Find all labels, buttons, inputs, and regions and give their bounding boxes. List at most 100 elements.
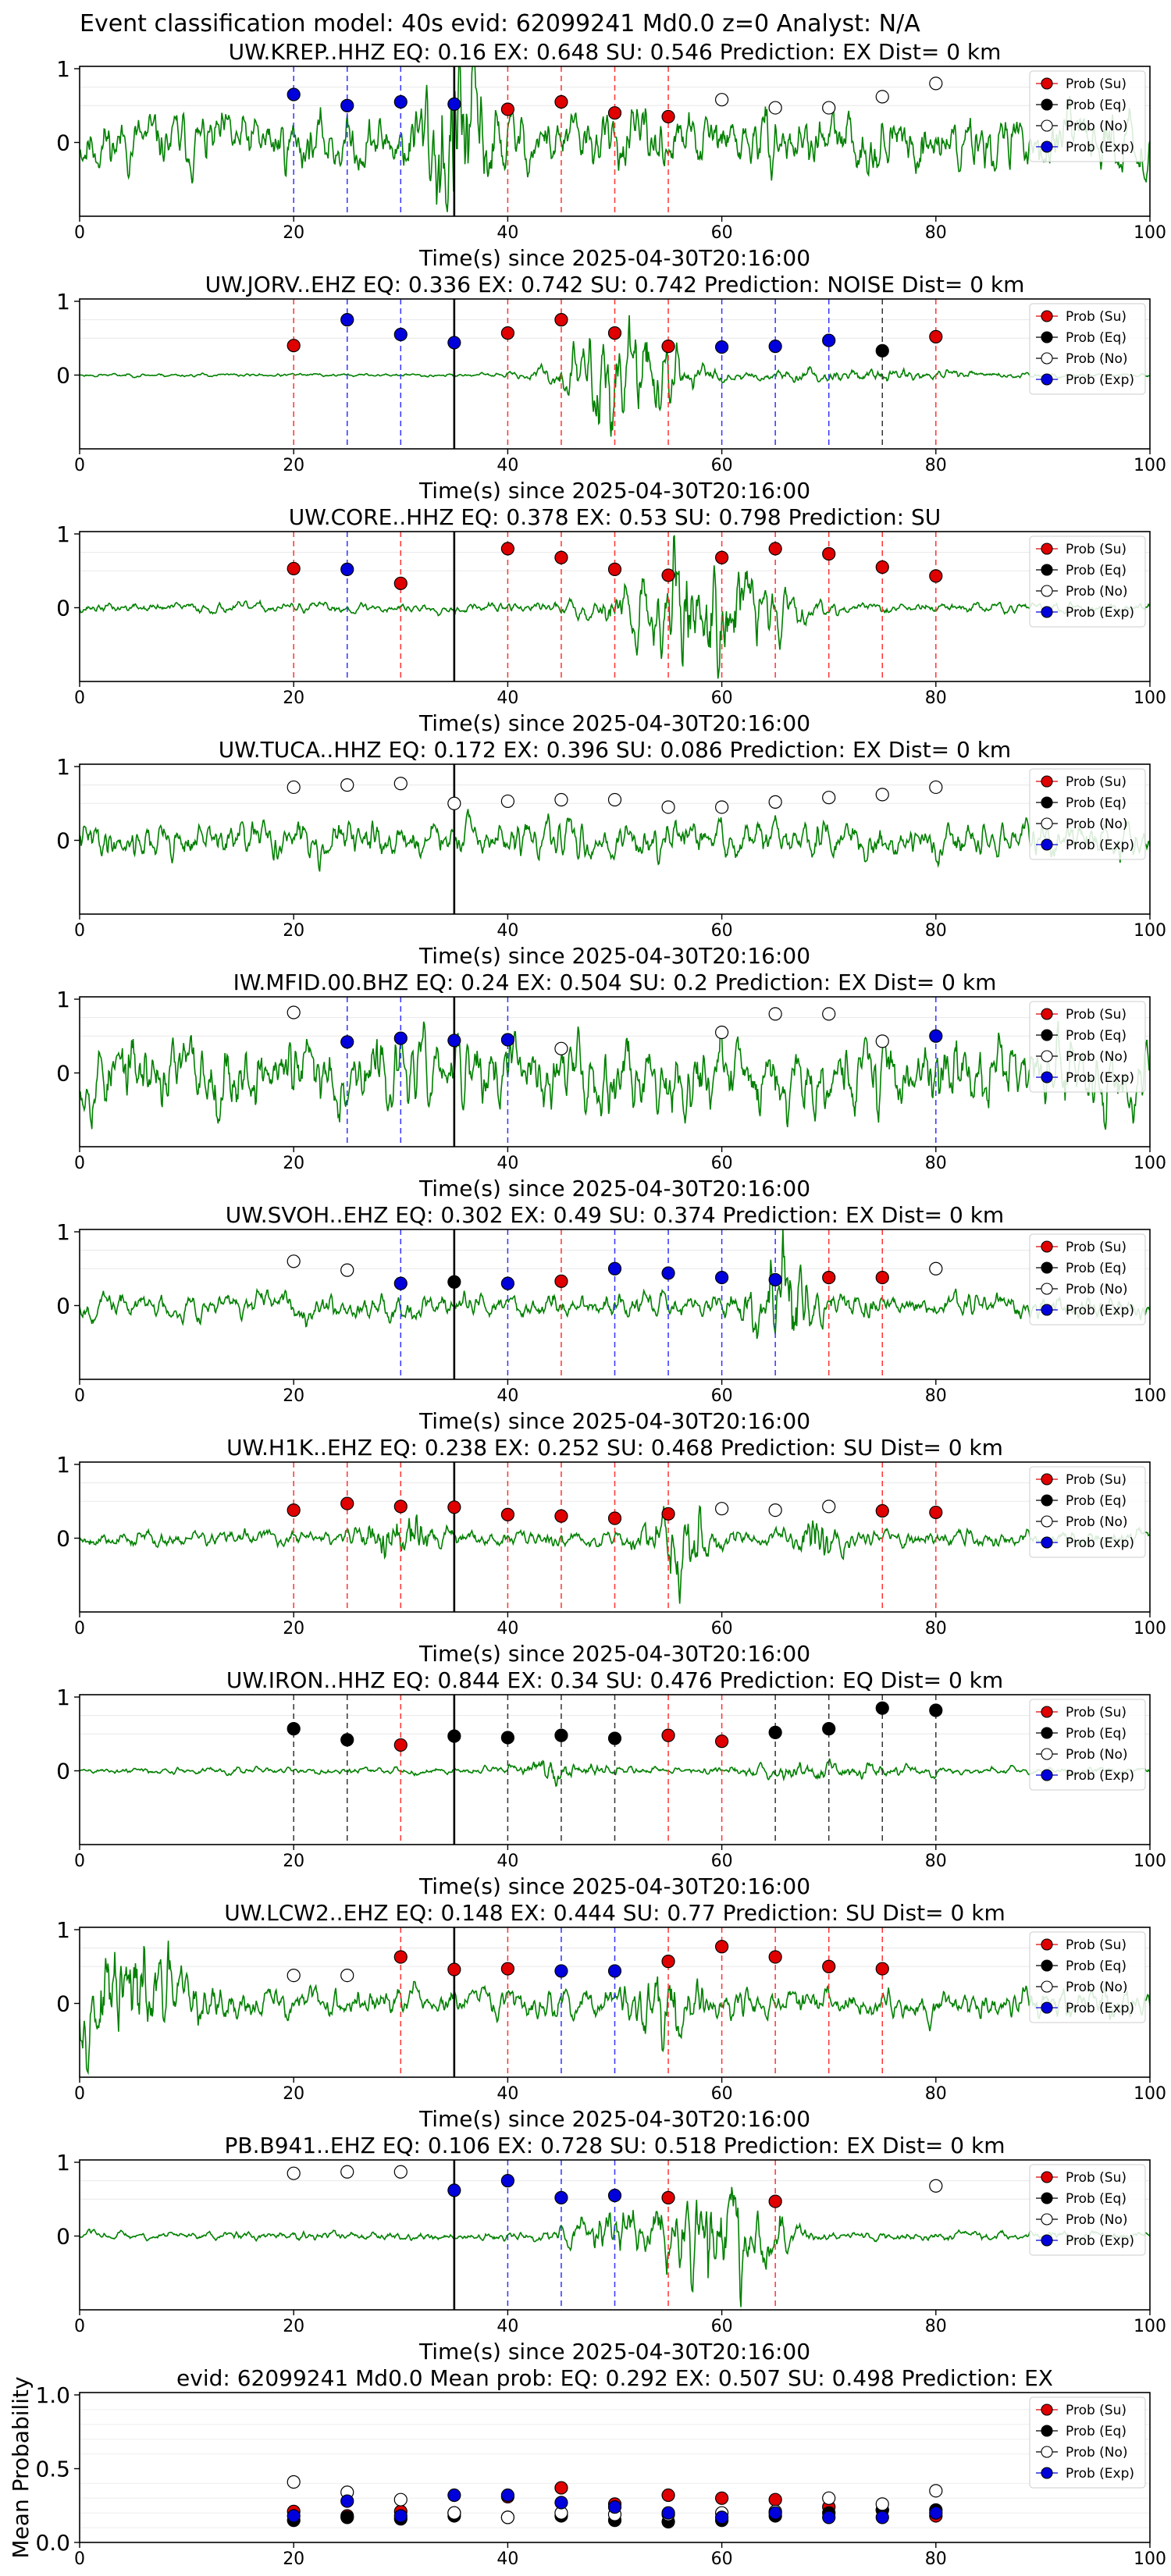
legend: Prob (Su) Prob (Eq) Prob (No) Prob (Exp) <box>1029 1931 1146 2023</box>
legend-marker-eq <box>1041 2192 1053 2204</box>
data-point-no <box>875 788 889 802</box>
data-point-no <box>287 780 301 795</box>
data-point-su <box>714 2491 729 2505</box>
panel-title: UW.SVOH..EHZ EQ: 0.302 EX: 0.49 SU: 0.37… <box>226 1202 1004 1228</box>
plot-area <box>80 66 1150 216</box>
y-tick-label: 1 <box>56 521 70 547</box>
legend-marker-exp <box>1041 2467 1053 2479</box>
data-point-eq <box>554 1728 568 1742</box>
waveform-trace <box>80 535 1150 679</box>
legend-marker-no <box>1041 585 1053 597</box>
legend-label-exp: Prob (Exp) <box>1066 2466 1134 2482</box>
data-point-su <box>822 1270 836 1285</box>
data-point-su <box>661 340 675 354</box>
x-tick-label: 40 <box>497 1154 518 1173</box>
legend-marker-su <box>1041 1706 1053 1718</box>
data-point-su <box>500 102 515 116</box>
data-point-no <box>929 76 943 91</box>
axes-frame <box>79 66 1151 217</box>
waveform-trace <box>80 1020 1150 1130</box>
legend-marker-eq <box>1041 98 1053 111</box>
data-point-su <box>822 1959 836 1973</box>
legend-label-no: Prob (No) <box>1066 584 1128 600</box>
data-point-su <box>607 562 622 576</box>
legend-label-exp: Prob (Exp) <box>1066 1535 1134 1551</box>
legend-label-eq: Prob (Eq) <box>1066 563 1127 578</box>
legend-label-no: Prob (No) <box>1066 2212 1128 2228</box>
data-point-no <box>768 101 782 115</box>
data-point-su <box>287 1503 301 1517</box>
axes-frame <box>79 2159 1151 2311</box>
legend-label-eq: Prob (Eq) <box>1066 98 1127 113</box>
y-tick-label: 0 <box>56 1061 70 1087</box>
y-tick-label: 0 <box>56 130 70 156</box>
data-point-eq <box>500 1731 515 1745</box>
x-tick-label: 60 <box>711 223 733 243</box>
plot-area <box>80 2409 1150 2529</box>
legend-label-exp: Prob (Exp) <box>1066 2001 1134 2016</box>
legend-label-no: Prob (No) <box>1066 1514 1128 1530</box>
legend-label-no: Prob (No) <box>1066 817 1128 832</box>
legend-box <box>1029 1466 1146 1558</box>
data-point-eq <box>607 1731 622 1745</box>
x-axis-label: Time(s) since 2025-04-30T20:16:00 <box>418 710 810 736</box>
waveform-trace <box>80 1941 1150 2076</box>
data-point-exp <box>447 1034 461 1048</box>
legend: Prob (Su) Prob (Eq) Prob (No) Prob (Exp) <box>1029 2164 1146 2256</box>
data-point-eq <box>447 1275 461 1289</box>
data-point-exp <box>340 562 354 576</box>
data-point-su <box>661 109 675 124</box>
y-tick-label: 1 <box>56 1917 70 1943</box>
x-tick-label: 40 <box>497 456 518 475</box>
legend-marker-exp <box>1041 1769 1053 1781</box>
x-tick-label: 60 <box>711 1852 733 1871</box>
data-point-exp <box>661 2506 675 2520</box>
legend-label-exp: Prob (Exp) <box>1066 1070 1134 1086</box>
legend-marker-no <box>1041 1050 1053 1062</box>
x-tick-label: 60 <box>711 2549 733 2569</box>
panel-pb-b941-ehz: 0 20 40 60 80 100 0 1 PB.B941..EHZ EQ: 0.106 EX:… <box>56 2133 1166 2364</box>
y-tick-label: 0.5 <box>35 2457 70 2482</box>
data-point-exp <box>714 2510 729 2524</box>
legend-marker-exp <box>1041 1304 1053 1316</box>
data-point-su <box>714 1735 729 1749</box>
data-point-exp <box>393 327 408 342</box>
data-point-no <box>287 1254 301 1268</box>
data-point-exp <box>554 1964 568 1978</box>
data-point-su <box>287 339 301 353</box>
data-point-no <box>822 1007 836 1021</box>
legend-label-exp: Prob (Exp) <box>1066 1303 1134 1318</box>
legend-label-eq: Prob (Eq) <box>1066 2191 1127 2207</box>
axes-frame <box>79 1461 1151 1613</box>
legend-marker-no <box>1041 1515 1053 1528</box>
data-point-no <box>554 792 568 807</box>
x-axis-label: Time(s) since 2025-04-30T20:16:00 <box>418 245 810 271</box>
x-tick-label: 20 <box>283 1154 304 1173</box>
data-point-su <box>554 2481 568 2495</box>
data-point-exp <box>340 98 354 112</box>
legend: Prob (Su) Prob (Eq) Prob (No) Prob (Exp) <box>1029 1001 1146 1093</box>
legend-marker-no <box>1041 352 1053 365</box>
data-point-exp <box>447 97 461 111</box>
x-tick-label: 60 <box>711 688 733 708</box>
data-point-eq <box>287 1722 301 1736</box>
legend-marker-su <box>1041 1240 1053 1253</box>
data-point-exp <box>768 2506 782 2520</box>
x-tick-label: 60 <box>711 2084 733 2104</box>
data-point-eq <box>340 1733 354 1747</box>
data-point-su <box>714 1940 729 1954</box>
legend-label-su: Prob (Su) <box>1066 1240 1127 1255</box>
data-point-su <box>393 576 408 590</box>
legend-marker-su <box>1041 775 1053 788</box>
data-point-exp <box>607 1261 622 1276</box>
x-tick-label: 40 <box>497 2317 518 2336</box>
data-point-exp <box>447 2183 461 2197</box>
data-point-no <box>287 2475 301 2489</box>
x-tick-label: 20 <box>283 1386 304 1406</box>
data-point-su <box>287 561 301 576</box>
legend-box <box>1029 535 1146 628</box>
x-tick-label: 100 <box>1134 1619 1166 1638</box>
legend-label-no: Prob (No) <box>1066 351 1128 367</box>
data-point-su <box>554 550 568 564</box>
x-axis-label: Time(s) since 2025-04-30T20:16:00 <box>418 2106 810 2132</box>
